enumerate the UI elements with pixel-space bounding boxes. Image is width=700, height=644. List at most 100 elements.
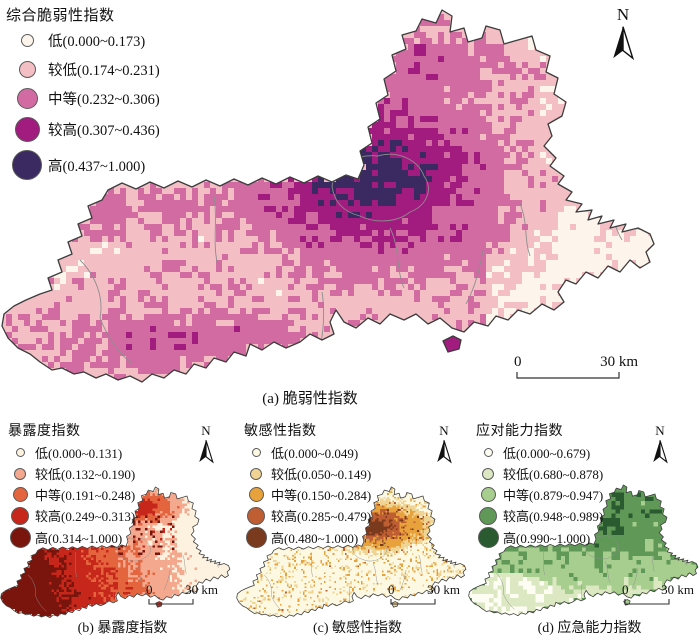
scale-max: 30 km [600, 354, 638, 370]
scale-bar: 0 30 km [622, 582, 694, 606]
class-swatch-circle [16, 88, 38, 109]
class-swatch-circle [14, 117, 40, 142]
class-swatch-circle [482, 467, 494, 480]
legend-exposure: 暴露度指数 低(0.000~0.131) 较低(0.132~0.190) 中等(… [8, 420, 135, 550]
legend-label: 较低(0.132~0.190) [35, 467, 136, 482]
legend-item: 较高(0.948~0.989) [476, 506, 603, 525]
north-label: N [439, 423, 449, 438]
map-vulnerability-index [1, 9, 655, 383]
north-label: N [616, 5, 630, 24]
class-swatch-circle [12, 150, 42, 180]
compass-arrow-icon [199, 440, 214, 464]
class-swatch-circle [18, 61, 36, 78]
legend-label: 低(0.000~0.049) [271, 446, 359, 461]
legend-item: 低(0.000~0.131) [8, 443, 135, 462]
scale-bracket [516, 372, 620, 379]
legend-item: 低(0.000~0.679) [476, 443, 603, 462]
north-label: N [655, 423, 665, 438]
legend-response-capacity: 应对能力指数 低(0.000~0.679) 较低(0.680~0.878) 中等… [476, 420, 603, 550]
legend-item: 低(0.000~0.173) [6, 30, 160, 51]
class-swatch-circle [11, 506, 29, 525]
legend-item: 较低(0.174~0.231) [6, 59, 160, 80]
panel-caption-c: (c) 敏感性指数 [312, 621, 403, 636]
north-arrow: N [651, 424, 669, 465]
map-sensitivity-index [236, 486, 467, 619]
north-label: N [201, 423, 211, 438]
legend-label: 低(0.000~0.131) [35, 446, 123, 461]
legend-label: 较高(0.285~0.479) [271, 509, 372, 524]
compass-arrow-icon [613, 26, 635, 61]
legend-label: 较高(0.249~0.313) [35, 509, 136, 524]
scale-max: 30 km [185, 582, 218, 597]
legend-item: 中等(0.150~0.284) [244, 485, 371, 504]
class-swatch-circle [480, 487, 496, 502]
legend-label: 较低(0.680~0.878) [503, 467, 604, 482]
panel-caption-b: (b) 暴露度指数 [77, 621, 168, 636]
map-exposure-index [0, 486, 231, 619]
legend-item: 中等(0.879~0.947) [476, 485, 603, 504]
class-swatch-circle [483, 448, 493, 457]
class-swatch-circle [251, 448, 261, 457]
map-response-capacity-index [468, 484, 699, 617]
legend-label: 较高(0.948~0.989) [503, 509, 604, 524]
legend-item: 高(0.480~1.000) [244, 527, 371, 548]
legend-item: 较高(0.307~0.436) [6, 117, 160, 142]
legend-label: 中等(0.232~0.306) [48, 92, 160, 108]
legend-item: 较低(0.050~0.149) [244, 464, 371, 483]
scale-bracket [390, 598, 436, 605]
scale-bar: 0 30 km [146, 582, 218, 606]
legend-label: 高(0.990~1.000) [503, 531, 591, 546]
class-swatch-circle [477, 527, 499, 548]
legend-item: 低(0.000~0.049) [244, 443, 371, 462]
class-swatch-circle [9, 527, 31, 548]
legend-item: 较低(0.680~0.878) [476, 464, 603, 483]
legend-label: 低(0.000~0.173) [48, 34, 146, 50]
legend-vulnerability: 综合脆弱性指数 低(0.000~0.173) 较低(0.174~0.231) 中… [6, 4, 160, 188]
legend-sensitivity: 敏感性指数 低(0.000~0.049) 较低(0.050~0.149) 中等(… [244, 420, 371, 550]
legend-label: 较高(0.307~0.436) [48, 123, 160, 139]
class-swatch-circle [247, 506, 265, 525]
panel-caption-d: (d) 应急能力指数 [537, 621, 642, 636]
legend-label: 高(0.437~1.000) [48, 158, 146, 175]
scale-zero: 0 [514, 354, 522, 370]
class-swatch-circle [479, 506, 497, 525]
legend-label: 高(0.314~1.000) [35, 531, 123, 546]
class-swatch-circle [20, 34, 34, 47]
legend-item: 高(0.437~1.000) [6, 150, 160, 180]
scale-max: 30 km [427, 582, 460, 597]
class-swatch-circle [15, 448, 25, 457]
class-swatch-circle [14, 467, 26, 480]
scale-bar: 0 30 km [514, 354, 638, 380]
compass-arrow-icon [653, 440, 668, 464]
legend-label: 中等(0.150~0.284) [271, 488, 372, 503]
scale-zero: 0 [622, 582, 629, 597]
legend-item: 中等(0.232~0.306) [6, 88, 160, 109]
legend-label: 中等(0.191~0.248) [35, 488, 136, 503]
legend-item: 高(0.990~1.000) [476, 527, 603, 548]
legend-label: 较低(0.174~0.231) [48, 63, 160, 79]
legend-title: 综合脆弱性指数 [6, 8, 115, 24]
class-swatch-circle [248, 487, 264, 502]
legend-label: 高(0.480~1.000) [271, 531, 359, 546]
scale-max: 30 km [661, 582, 694, 597]
legend-label: 较低(0.050~0.149) [271, 467, 372, 482]
compass-arrow-icon [437, 440, 452, 464]
class-swatch-circle [12, 487, 28, 502]
north-arrow: N [197, 424, 215, 465]
scale-zero: 0 [146, 582, 153, 597]
class-swatch-circle [250, 467, 262, 480]
scale-bracket [624, 598, 670, 605]
legend-label: 低(0.000~0.679) [503, 446, 591, 461]
legend-label: 中等(0.879~0.947) [503, 488, 604, 503]
legend-item: 较高(0.285~0.479) [244, 506, 371, 525]
north-arrow: N [610, 6, 636, 62]
legend-item: 中等(0.191~0.248) [8, 485, 135, 504]
scale-bracket [148, 598, 194, 605]
scale-zero: 0 [388, 582, 395, 597]
scale-bar: 0 30 km [388, 582, 460, 606]
legend-title: 敏感性指数 [244, 424, 317, 439]
legend-item: 较高(0.249~0.313) [8, 506, 135, 525]
class-swatch-circle [245, 527, 267, 548]
panel-caption-a: (a) 脆弱性指数 [262, 391, 358, 407]
